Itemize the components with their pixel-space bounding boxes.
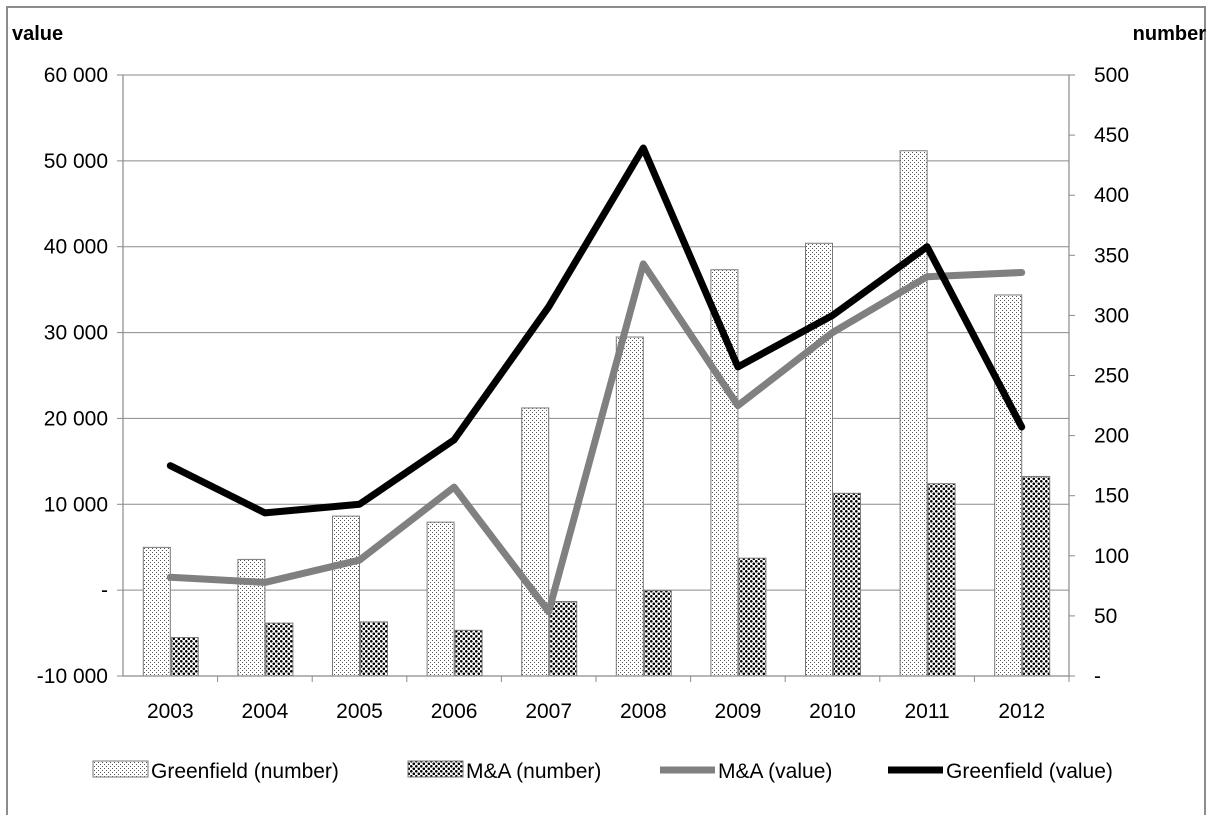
x-tick-label: 2011 xyxy=(905,700,950,723)
right-tick-label: 400 xyxy=(1094,184,1129,207)
bar-ma-number xyxy=(170,637,199,677)
left-tick-label: 20 000 xyxy=(44,407,108,430)
x-tick-label: 2012 xyxy=(998,700,1045,723)
left-axis-title: value xyxy=(12,23,63,45)
legend-label: Greenfield (value) xyxy=(946,760,1113,783)
bar-ma-number xyxy=(643,590,672,677)
x-tick-label: 2010 xyxy=(809,700,856,723)
legend-swatch xyxy=(92,760,149,778)
x-tick-label: 2004 xyxy=(242,700,289,723)
bar-greenfield-number xyxy=(615,336,644,677)
right-tick-label: 500 xyxy=(1094,64,1129,87)
bar-ma-number xyxy=(265,622,294,677)
left-tick-label: -10 000 xyxy=(37,665,108,688)
left-tick-label: - xyxy=(101,579,108,602)
x-tick-label: 2003 xyxy=(147,700,194,723)
right-tick-label: 250 xyxy=(1094,365,1129,388)
right-tick-label: 50 xyxy=(1094,605,1117,628)
left-tick-label: 60 000 xyxy=(44,64,108,87)
right-tick-label: - xyxy=(1094,665,1101,688)
x-tick-label: 2005 xyxy=(336,700,383,723)
right-tick-label: 200 xyxy=(1094,425,1129,448)
right-tick-label: 350 xyxy=(1094,244,1129,267)
bar-ma-number xyxy=(738,557,767,677)
lines xyxy=(166,144,1026,616)
right-tick-label: 450 xyxy=(1094,124,1129,147)
bar-greenfield-number xyxy=(994,294,1023,677)
right-tick-label: 100 xyxy=(1094,545,1129,568)
left-tick-label: 30 000 xyxy=(44,322,108,345)
bar-greenfield-number xyxy=(142,546,171,677)
bar-ma-number xyxy=(833,492,861,677)
bar-greenfield-number xyxy=(805,242,833,677)
legend-label: M&A (number) xyxy=(466,760,601,783)
left-tick-label: 40 000 xyxy=(44,236,108,259)
x-tick-label: 2009 xyxy=(715,700,762,723)
bar-ma-number xyxy=(549,600,578,677)
bar-greenfield-number xyxy=(521,407,550,677)
x-axis-ticks: 2003 2004 2005 2006 2007 2008 2009 2010 2011 2012 xyxy=(147,676,1070,723)
right-axis-ticks: - 50 100 150 200 250 300 350 400 450 500 xyxy=(1069,64,1129,688)
right-tick-label: 150 xyxy=(1094,485,1129,508)
bar-ma-number xyxy=(454,629,483,677)
x-tick-label: 2006 xyxy=(431,700,478,723)
x-tick-label: 2007 xyxy=(525,700,572,723)
bar-greenfield-number xyxy=(426,521,455,677)
left-tick-label: 10 000 xyxy=(44,493,108,516)
right-axis-title: number xyxy=(1133,23,1207,45)
x-tick-label: 2008 xyxy=(620,700,667,723)
legend-label: Greenfield (number) xyxy=(151,760,339,783)
line-ma-value xyxy=(166,260,1026,616)
bar-ma-number xyxy=(1022,475,1051,677)
bar-ma-number xyxy=(360,621,388,677)
bar-greenfield-number xyxy=(332,515,360,677)
left-tick-label: 50 000 xyxy=(44,150,108,173)
line-greenfield-value xyxy=(166,144,1026,517)
bars xyxy=(142,150,1051,677)
right-tick-label: 300 xyxy=(1094,304,1129,327)
legend-label: M&A (value) xyxy=(718,760,832,783)
legend: Greenfield (number) M&A (number) M&A (valu… xyxy=(92,760,1113,783)
bar-greenfield-number xyxy=(899,150,928,677)
legend-swatch xyxy=(407,760,464,778)
bar-greenfield-number xyxy=(237,558,266,677)
bar-ma-number xyxy=(927,483,956,677)
